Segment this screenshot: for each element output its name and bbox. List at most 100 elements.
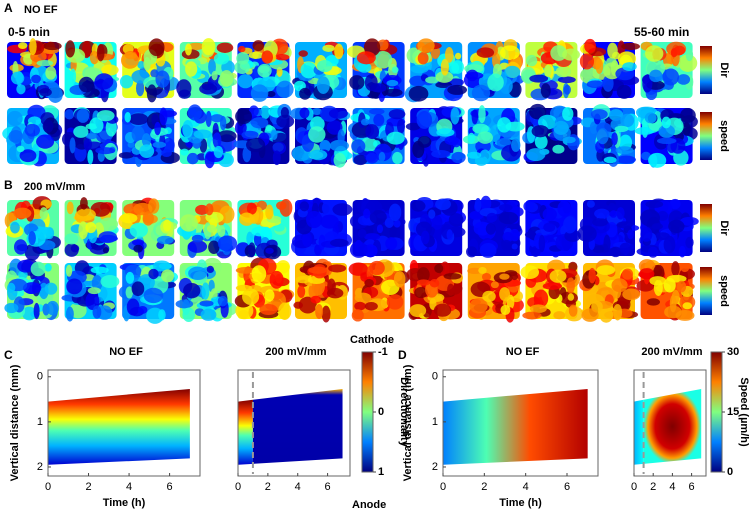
panel-label: B: [4, 178, 13, 192]
cell-blob: [183, 283, 201, 299]
cell-image: [61, 107, 119, 165]
cell-blob: [310, 295, 322, 304]
cell-blob: [10, 71, 25, 85]
cell-blob: [299, 107, 310, 119]
content: Dir speed Dir speed Vertical distance (mm) NO…: [2, 38, 750, 511]
cell-blob: [431, 149, 451, 159]
panel-title: NO EF: [24, 4, 58, 16]
cell-image: [520, 259, 584, 322]
cell-blob: [64, 243, 79, 257]
cell-blob: [326, 287, 344, 299]
cell-blob: [482, 290, 496, 303]
cell-blob: [251, 226, 271, 237]
cell-blob: [87, 149, 94, 165]
cell-blob: [90, 266, 109, 274]
cell-image: [7, 38, 65, 103]
plot-title: NO EF: [109, 346, 143, 358]
cell-blob: [555, 66, 572, 78]
cell-blob: [603, 156, 617, 164]
cell-blob: [120, 213, 138, 224]
cell-blob: [487, 73, 504, 92]
cell-blob: [529, 304, 547, 314]
cell-blob: [384, 88, 403, 97]
cell-blob: [562, 107, 574, 121]
cell-blob: [349, 75, 365, 90]
cell-blob: [552, 144, 565, 154]
cell-blob: [668, 219, 685, 234]
cell-blob: [213, 145, 224, 159]
cell-blob: [562, 136, 576, 144]
cell-blob: [180, 148, 189, 156]
cell-blob: [416, 111, 433, 129]
cell-blob: [364, 74, 378, 92]
cell-blob: [213, 52, 230, 65]
cell-blob: [363, 208, 371, 219]
cell-blob: [568, 304, 578, 317]
cell-blob: [588, 267, 596, 284]
colorbar-tick-label: 1: [378, 466, 384, 478]
cell-blob: [511, 273, 519, 281]
cell-blob: [31, 74, 41, 84]
cell-image: [233, 103, 295, 166]
heatmap: [252, 388, 343, 464]
cell-blob: [526, 54, 538, 67]
cell-image: [579, 38, 640, 99]
cell-blob: [385, 237, 398, 251]
cell-blob: [143, 287, 164, 304]
cell-blob: [246, 137, 266, 153]
x-tick-label: 2: [650, 481, 656, 493]
cell-image: [349, 197, 406, 258]
cell-blob: [208, 240, 220, 254]
y-tick-label: 0: [37, 371, 43, 383]
cell-blob: [533, 289, 549, 308]
cell-blob: [671, 261, 680, 277]
cell-blob: [85, 292, 100, 310]
cell-blob: [531, 125, 549, 138]
cell-blob: [217, 225, 226, 237]
cell-blob: [43, 41, 62, 51]
cell-blob: [309, 149, 328, 161]
cell-blob: [469, 298, 488, 314]
cell-blob: [101, 64, 119, 76]
cell-blob: [567, 293, 575, 301]
cell-blob: [450, 107, 460, 125]
cell-blob: [27, 104, 46, 120]
cell-blob: [621, 268, 634, 280]
cell-blob: [241, 130, 259, 139]
cell-image: [4, 196, 61, 261]
cell-blob: [259, 304, 278, 315]
cell-blob: [443, 272, 462, 280]
cell-blob: [158, 309, 166, 321]
cell-blob: [357, 199, 376, 216]
x-tick-label: 6: [167, 481, 173, 493]
cell-blob: [276, 201, 287, 210]
cell-blob: [64, 233, 79, 245]
cell-blob: [497, 117, 512, 133]
cell-blob: [65, 40, 76, 58]
axis-label: Time (h): [103, 497, 146, 509]
cell-blob: [416, 279, 431, 286]
cell-blob: [322, 201, 333, 215]
cell-blob: [412, 140, 425, 159]
cell-blob: [328, 264, 347, 273]
cell-blob: [615, 146, 634, 155]
cell-blob: [529, 74, 549, 83]
cell-blob: [315, 303, 324, 319]
cell-blob: [128, 113, 149, 125]
cell-blob: [219, 115, 227, 131]
cell-blob: [129, 222, 148, 238]
colorbar: [710, 351, 723, 473]
cell-blob: [299, 87, 311, 100]
cell-blob: [680, 263, 690, 273]
cell-image: [580, 104, 639, 167]
frame-label: 0-5 min: [8, 25, 50, 39]
cell-blob: [191, 234, 204, 243]
x-tick-label: 2: [85, 481, 91, 493]
cell-blob: [649, 276, 667, 286]
cell-blob: [66, 201, 74, 215]
cell-blob: [365, 152, 379, 164]
cell-blob: [185, 43, 192, 56]
cell-blob: [499, 45, 520, 60]
cell-image: [292, 41, 347, 101]
cell-blob: [206, 265, 215, 273]
